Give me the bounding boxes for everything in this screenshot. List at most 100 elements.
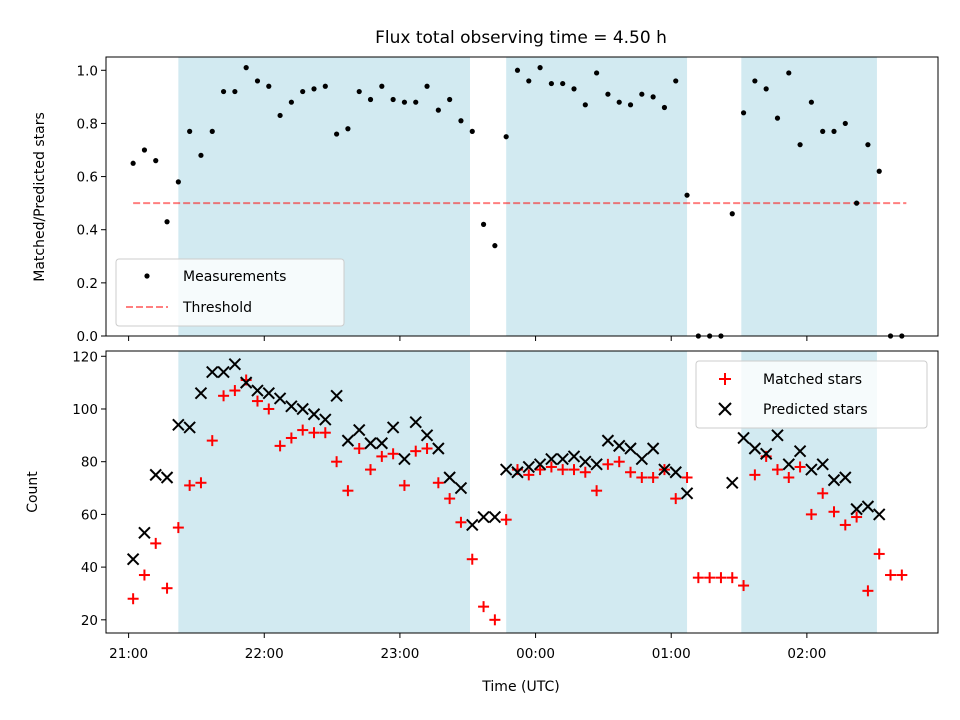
measurement-point xyxy=(480,221,487,227)
predicted-star-point xyxy=(782,458,795,471)
matched-star-point xyxy=(138,569,150,581)
predicted-star-point xyxy=(183,421,196,434)
matched-star-point xyxy=(602,458,614,470)
predicted-x-b xyxy=(172,418,185,432)
measurement-point xyxy=(820,128,826,134)
predicted-star-point xyxy=(646,442,660,455)
legend-matched-marker xyxy=(719,373,731,385)
predicted-star-point xyxy=(239,376,253,389)
bottom-legend-frame xyxy=(695,360,928,429)
predicted-star-point xyxy=(511,466,524,479)
predicted-star-point xyxy=(319,413,332,426)
measurement-point xyxy=(661,104,668,111)
predicted-x-b xyxy=(138,526,151,540)
predicted-x-b xyxy=(545,452,558,466)
y-tick-label: 0.2 xyxy=(77,276,98,292)
x-tick-label: 01:00 xyxy=(652,646,691,662)
y-tick-label: 1.0 xyxy=(77,63,98,79)
x-tick-label: 02:00 xyxy=(787,646,826,662)
x-axis-label: Time (UTC) xyxy=(481,679,559,695)
chart-title: Flux total observing time = 4.50 h xyxy=(375,28,667,48)
legend-measurements-label: Measurements xyxy=(183,269,286,285)
predicted-star-point xyxy=(307,408,321,421)
predicted-star-point xyxy=(228,357,242,371)
legend-threshold-label: Threshold xyxy=(182,300,252,316)
measurement-point xyxy=(334,131,340,137)
matched-star-point xyxy=(851,511,863,523)
matched-star-point xyxy=(206,435,218,447)
predicted-x-b xyxy=(443,471,456,484)
measurement-point xyxy=(130,160,136,166)
matched-star-point xyxy=(478,601,490,613)
matched-star-point xyxy=(127,593,139,605)
matched-star-point xyxy=(365,464,377,476)
predicted-x-b xyxy=(522,460,535,474)
predicted-star-point xyxy=(420,429,434,442)
measurement-point xyxy=(673,78,679,84)
measurement-point xyxy=(831,128,837,134)
predicted-x-b xyxy=(635,452,649,466)
matched-star-point xyxy=(896,569,908,581)
measurement-point xyxy=(492,243,498,249)
predicted-star-point xyxy=(533,458,547,471)
bottom-x-ticks: 21:00 22:00 23:00 00:00 01:00 02:00 xyxy=(109,633,826,662)
top-axes-frame xyxy=(105,56,939,337)
measurement-point xyxy=(650,94,656,100)
measurement-point xyxy=(198,152,204,158)
matched-star-point xyxy=(568,464,580,476)
measurement-point xyxy=(740,110,747,116)
measurement-point xyxy=(401,99,408,105)
predicted-x-b xyxy=(353,423,366,437)
matched-star-point xyxy=(704,572,716,584)
predicted-star-point xyxy=(149,468,162,482)
predicted-x-b xyxy=(239,376,253,389)
matched-star-point xyxy=(331,456,343,468)
matched-star-point xyxy=(579,466,591,478)
top-y-axis-label: Matched/Predicted stars xyxy=(32,112,48,282)
predicted-x-b xyxy=(251,384,264,397)
matched-star-point xyxy=(794,461,806,473)
top-legend-frame xyxy=(115,258,345,327)
measurement-point xyxy=(243,65,249,71)
measurement-point xyxy=(560,80,566,87)
matched-star-point xyxy=(410,445,422,457)
predicted-x-b xyxy=(398,452,411,466)
predicted-star-point xyxy=(364,437,377,450)
matched-star-point xyxy=(342,485,354,497)
matched-star-point xyxy=(534,464,546,476)
measurement-point xyxy=(266,83,272,89)
matched-star-point xyxy=(184,479,196,491)
top-legend: Measurements Threshold xyxy=(115,258,345,327)
predicted-x-b xyxy=(601,434,615,447)
matched-star-point xyxy=(150,537,162,549)
predicted-x-b xyxy=(126,552,140,566)
top-x-ticks xyxy=(128,336,808,341)
predicted-star-point xyxy=(341,434,355,447)
bottom-legend: Matched stars Predicted stars xyxy=(695,360,928,429)
predicted-star-point xyxy=(658,463,671,476)
predicted-star-point xyxy=(466,518,479,532)
predicted-star-point xyxy=(251,384,264,397)
measurement-point xyxy=(627,102,634,108)
predicted-star-point xyxy=(680,487,694,500)
matched-star-point xyxy=(387,448,399,460)
predicted-x-b xyxy=(296,402,309,416)
predicted-x-b xyxy=(579,455,592,468)
predicted-star-point xyxy=(816,458,829,471)
observing-band xyxy=(741,57,877,336)
measurement-point xyxy=(141,147,148,153)
x-tick-label: 00:00 xyxy=(516,646,555,662)
predicted-x-b xyxy=(646,442,660,455)
observing-band xyxy=(178,351,470,633)
matched-star-point xyxy=(263,403,275,415)
predicted-x-b xyxy=(330,389,343,403)
predicted-star-point xyxy=(285,400,298,413)
measurement-point xyxy=(356,88,362,95)
predicted-star-point xyxy=(613,439,626,453)
measurement-point xyxy=(367,96,374,103)
matched-star-point xyxy=(613,456,625,468)
matched-star-point xyxy=(783,472,795,484)
top-panel: 0.0 0.2 0.4 0.6 0.8 1.0 Matched/Predicted sta… xyxy=(32,56,939,345)
predicted-x-b xyxy=(590,458,603,471)
predicted-x-b xyxy=(420,429,434,442)
